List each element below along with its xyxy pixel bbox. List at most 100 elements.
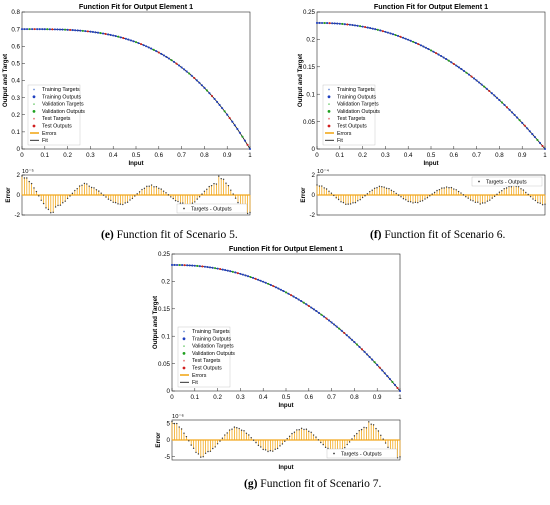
error-marker [517,186,520,188]
error-marker [146,185,148,188]
error-marker [170,196,172,198]
error-marker [469,199,472,201]
error-marker [491,197,493,199]
y-tick-label: 0.1 [11,129,20,136]
validation-output-point [376,28,379,31]
training-output-point [437,53,440,56]
validation-output-point [341,22,344,26]
error-marker [230,189,232,191]
error-marker [308,430,310,433]
training-output-point [243,139,246,142]
test-output-point [219,268,222,271]
legend-entry: Training Targets [192,329,230,335]
training-output-point [371,358,374,361]
error-marker [62,202,64,204]
legend-entry: Test Targets [192,358,221,364]
validation-output-point [500,101,503,104]
test-output-point [157,51,160,54]
training-output-point [160,52,163,55]
error-marker [322,443,324,446]
error-marker [195,451,197,454]
training-output-point [345,334,348,337]
error-y-tick-label: 5 [167,421,171,428]
training-output-point [326,22,329,25]
training-output-point [493,94,496,97]
training-output-point [216,100,219,103]
legend-marker [182,366,186,370]
training-output-point [91,30,94,34]
error-marker [110,199,112,202]
error-marker [505,187,508,189]
training-output-point [180,66,183,69]
y-tick-label: 0.05 [158,361,171,368]
error-marker [288,435,291,438]
y-tick-label: 0.8 [11,9,20,16]
error-marker [225,182,227,184]
error-marker [486,200,489,202]
error-marker [272,450,274,452]
training-output-point [257,278,260,281]
error-marker [323,187,325,189]
x-tick-label: 0.5 [427,152,436,159]
training-output-point [503,103,506,106]
error-marker [412,202,414,204]
training-output-point [186,264,189,267]
error-marker [221,437,224,439]
training-output-point [58,28,62,31]
training-output-point [450,61,453,64]
error-marker [172,197,174,200]
training-output-point [252,276,255,279]
error-marker [86,183,88,185]
error-marker [345,203,347,206]
error-marker [200,456,202,458]
test-output-point [254,277,257,280]
training-output-point [427,48,430,51]
x-tick-label: 0.5 [132,152,141,159]
training-output-point [147,46,150,49]
chart-title: Function Fit for Output Element 1 [79,2,193,11]
validation-output-point [536,138,539,141]
validation-output-point [518,119,521,122]
x-tick-label: 0.1 [335,152,344,159]
error-marker [370,423,372,425]
error-marker [407,200,409,203]
error-marker [537,201,539,204]
training-output-point [137,42,140,45]
error-marker [167,194,170,196]
error-exponent: 10⁻⁴ [317,168,330,175]
x-tick-label: 0 [315,152,319,159]
training-output-point [322,315,326,318]
training-output-point [340,329,343,332]
error-marker [357,200,359,202]
test-output-point [435,52,438,55]
x-tick-label: 1 [248,152,252,159]
y-tick-label: 0.1 [306,91,315,98]
error-marker [174,199,177,202]
error-marker [212,447,214,450]
training-output-point [351,24,354,27]
error-marker [30,182,33,185]
training-output-point [282,290,285,293]
error-marker [433,191,436,194]
training-output-point [208,92,211,95]
error-marker [190,444,192,446]
legend-marker [183,330,185,333]
test-output-point [399,35,402,38]
x-tick-label: 0.8 [200,152,209,159]
x-tick-label: 0.4 [259,394,268,401]
error-marker [122,203,124,206]
legend-entry: Validation Targets [42,102,84,108]
test-output-point [378,366,381,369]
error-marker [131,197,134,200]
training-output-point [305,303,308,306]
error-marker [160,188,162,190]
error-marker [114,201,117,204]
error-marker [238,427,240,430]
error-marker [390,189,393,192]
error-marker [134,195,136,197]
training-output-point [333,323,336,326]
training-output-point [371,27,374,30]
training-output-point [167,57,170,60]
training-output-point [193,264,196,267]
training-output-point [538,141,541,144]
